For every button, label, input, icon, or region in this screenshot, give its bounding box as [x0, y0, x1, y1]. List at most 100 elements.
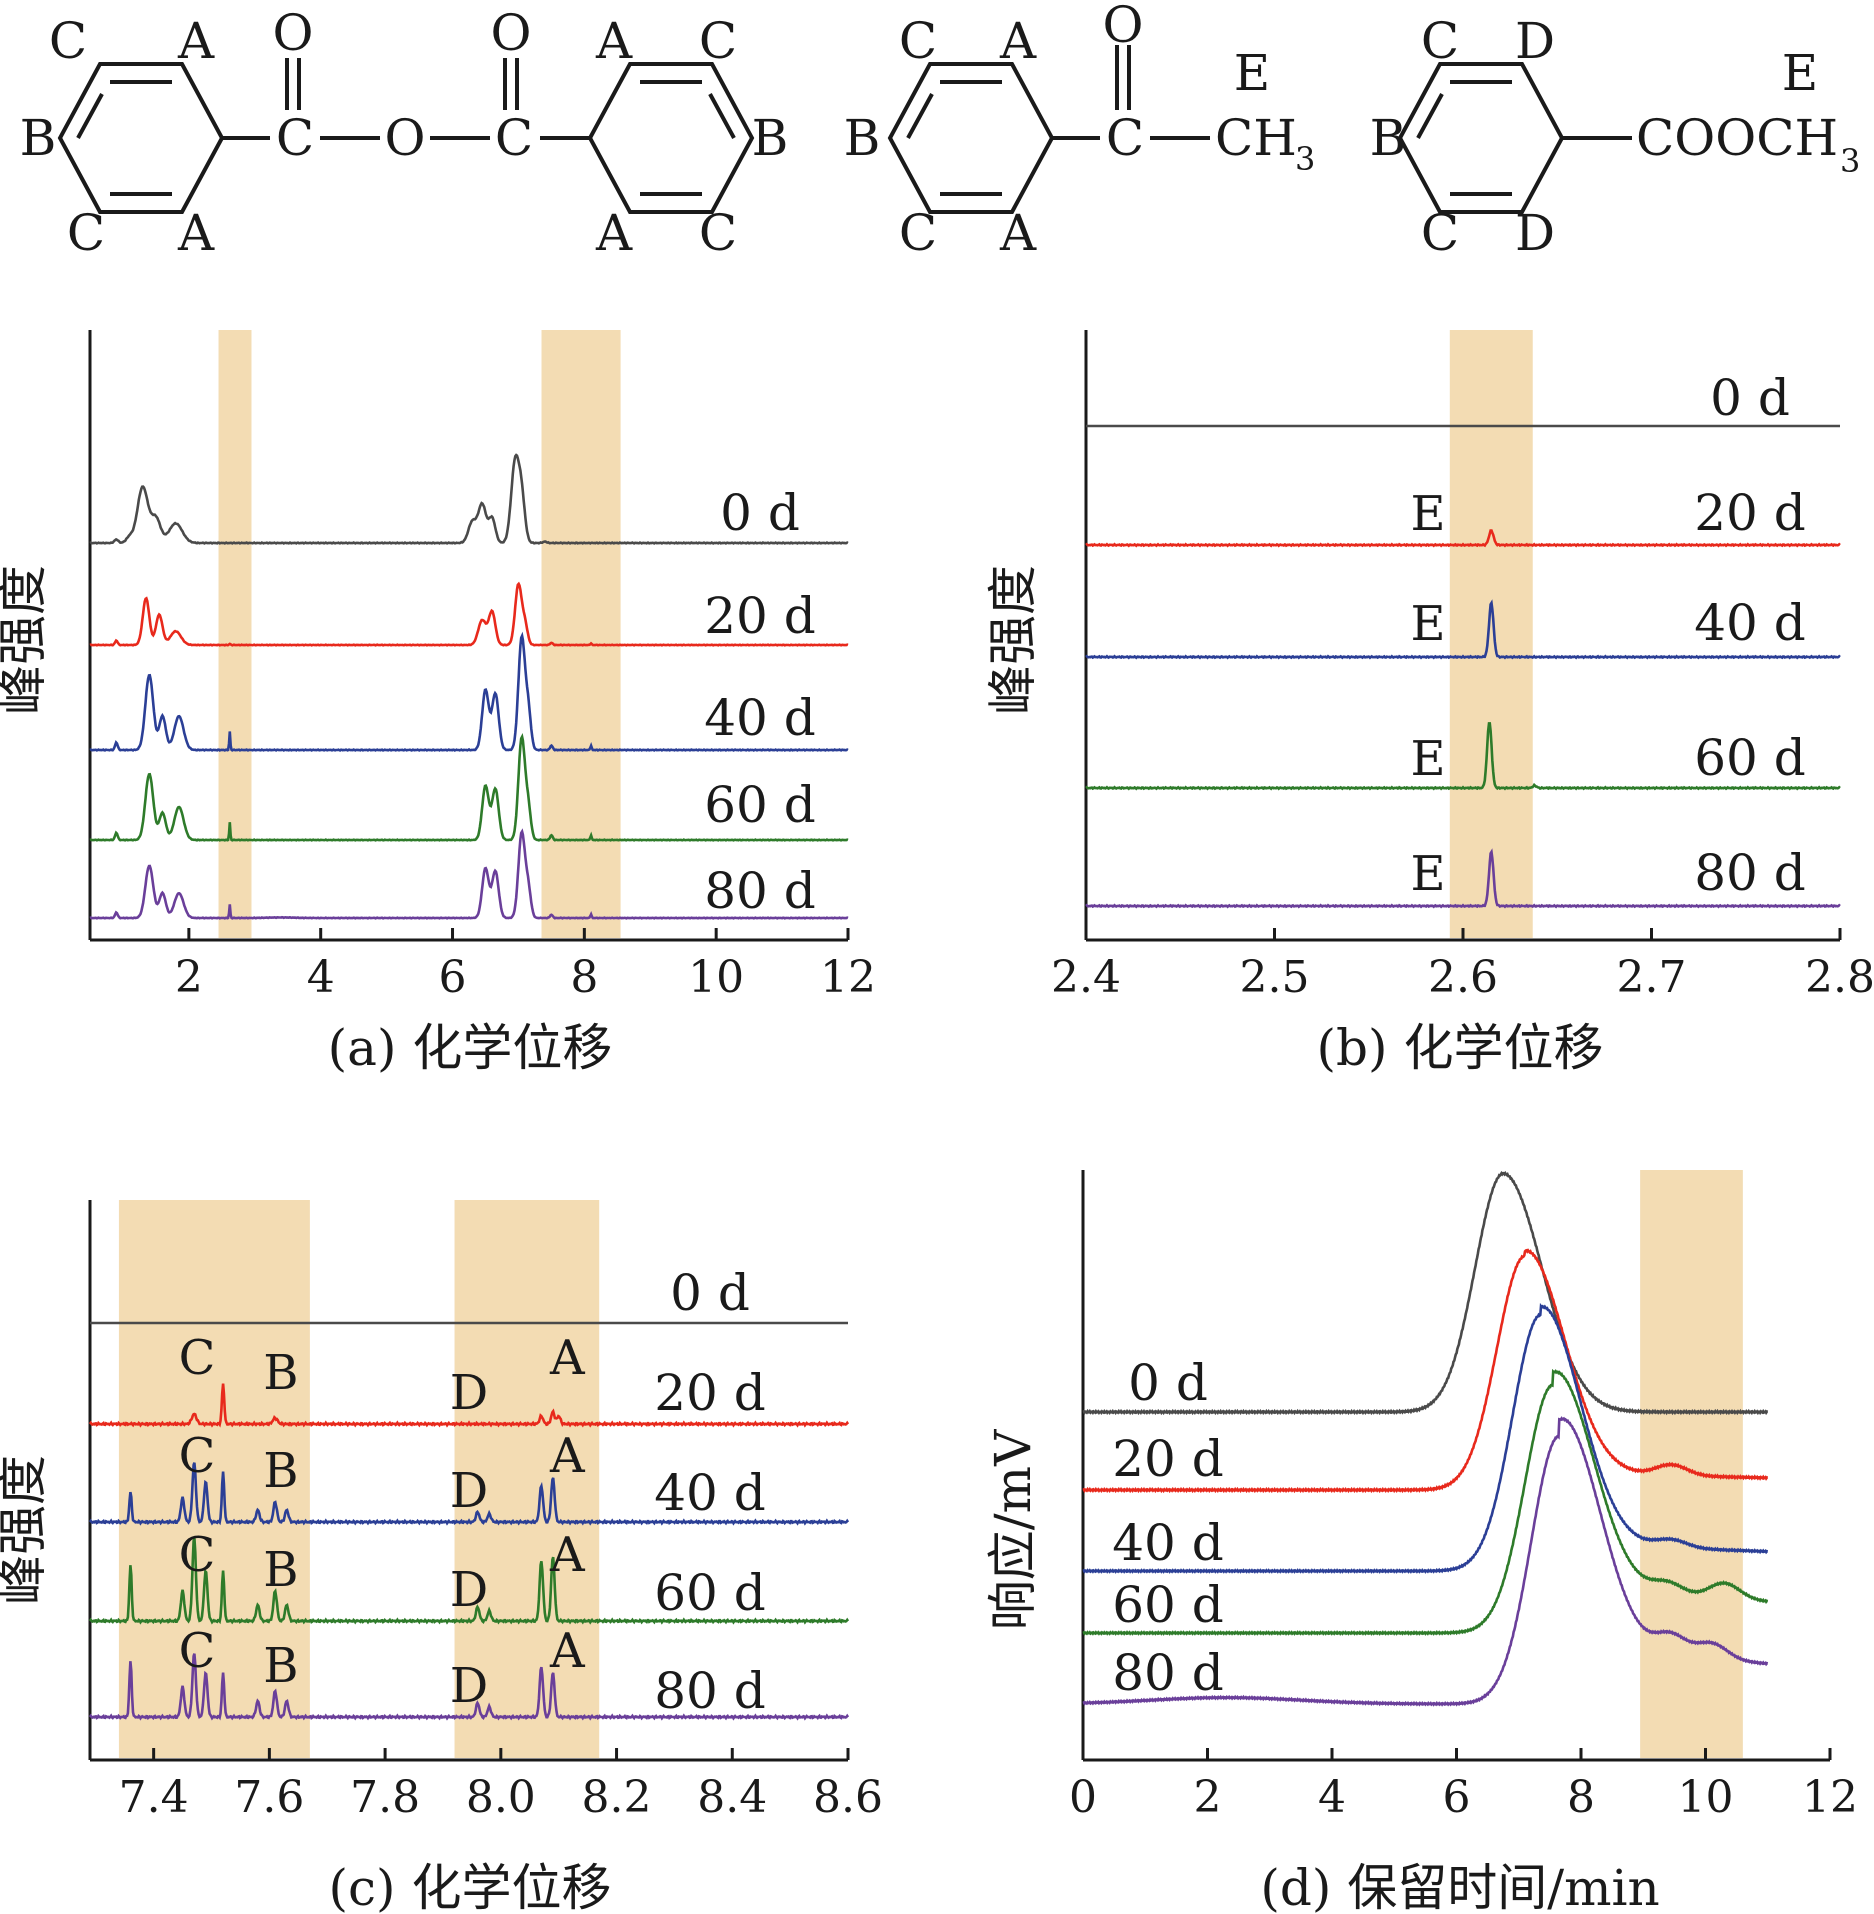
x-tick-label: 8.2 [582, 1772, 652, 1823]
series-line-1 [1085, 529, 1841, 548]
x-tick-label: 8 [1567, 1772, 1595, 1823]
peak-label: E [1410, 731, 1445, 787]
highlight-band [541, 330, 621, 938]
series-label: 80 d [654, 1662, 766, 1720]
series-label: 40 d [654, 1464, 766, 1522]
series-label: 0 d [720, 484, 800, 542]
peak-label: E [1410, 596, 1445, 652]
x-tick-label: 8.4 [697, 1772, 767, 1823]
x-axis-label: (b) 化学位移 [1317, 1019, 1604, 1077]
struct1-letter: B [20, 109, 57, 167]
series-label: 20 d [704, 587, 816, 645]
series-label: 80 d [1694, 844, 1806, 902]
struct1-letter: O [273, 4, 314, 62]
struct3-letter: C [1421, 204, 1459, 262]
y-axis-label: 响应/mV [984, 1429, 1042, 1630]
struct1-letter: C [49, 12, 87, 70]
series-label: 60 d [1694, 729, 1806, 787]
struct1-letter: A [595, 12, 633, 70]
struct3-letter: D [1515, 204, 1555, 262]
series-label: 0 d [1128, 1354, 1208, 1412]
highlight-band [1640, 1170, 1743, 1758]
chemical-structures [57, 45, 1632, 214]
x-tick-label: 6 [439, 952, 467, 1003]
peak-label: B [263, 1345, 298, 1401]
x-tick-label: 7.4 [119, 1772, 189, 1823]
peak-label: B [263, 1443, 298, 1499]
peak-label: E [1410, 486, 1445, 542]
struct2-letter: O [1103, 0, 1144, 54]
struct1-atom: C [495, 109, 533, 167]
peak-label: D [450, 1365, 488, 1421]
struct2-letter: C [899, 204, 937, 262]
series-label: 40 d [1694, 594, 1806, 652]
struct1-letter: A [177, 204, 215, 262]
struct2-letter: C [899, 12, 937, 70]
struct2-atom-subscript: 3 [1295, 140, 1315, 178]
x-axis-label: (c) 化学位移 [329, 1859, 612, 1914]
peak-label: A [549, 1623, 586, 1679]
struct1-atom: O [385, 109, 426, 167]
struct1-letter: C [67, 204, 105, 262]
series-label: 20 d [1112, 1430, 1224, 1488]
struct2-letter: B [844, 109, 881, 167]
peak-label: A [549, 1428, 586, 1484]
x-tick-label: 2.8 [1805, 952, 1874, 1003]
structure-1-left-ring [57, 62, 225, 214]
struct3-letter: C [1421, 12, 1459, 70]
x-tick-label: 2.4 [1051, 952, 1121, 1003]
peak-label: D [450, 1463, 488, 1519]
highlight-band [118, 1200, 310, 1758]
series-line-2 [1082, 1302, 1768, 1574]
series-label: 60 d [704, 776, 816, 834]
struct3-letter: B [1370, 109, 1407, 167]
series-line-1 [89, 581, 849, 647]
struct1-letter: A [177, 12, 215, 70]
series-label: 60 d [1112, 1576, 1224, 1634]
series-label: 80 d [1112, 1644, 1224, 1702]
series-line-2 [88, 1462, 850, 1526]
struct1-letter: C [699, 12, 737, 70]
x-axis-label: (a) 化学位移 [328, 1019, 613, 1077]
chart-panel-a: 2 4 6 8 10 12 (a) 化学位移 峰强度 0 d 20 d 40 d 60 d 80 d [0, 330, 876, 1077]
series-line-4 [88, 1653, 850, 1721]
x-tick-label: 7.6 [234, 1772, 304, 1823]
series-line-3 [1082, 1368, 1769, 1636]
x-tick-label: 8.0 [466, 1772, 536, 1823]
series-line-4 [1085, 848, 1841, 909]
peak-label: A [549, 1330, 586, 1386]
struct1-letter: O [491, 4, 532, 62]
chart-panel-c: 7.4 7.6 7.8 8.0 8.2 8.4 8.6 (c) 化学位移 峰强度 0 d 20 d C… [0, 1200, 883, 1914]
series-line-0 [1082, 1170, 1769, 1416]
x-tick-label: 12 [820, 952, 876, 1003]
x-tick-label: 2.5 [1240, 952, 1310, 1003]
highlight-band [454, 1200, 600, 1758]
x-tick-label: 6 [1443, 1772, 1471, 1823]
structure-2-ring [887, 62, 1055, 214]
series-line-1 [1082, 1248, 1769, 1494]
x-tick-label: 2 [1194, 1772, 1222, 1823]
x-tick-label: 10 [688, 952, 744, 1003]
x-tick-label: 4 [1318, 1772, 1346, 1823]
series-line-2 [89, 631, 849, 752]
series-label: 40 d [704, 689, 816, 747]
struct2-atom: C [1106, 109, 1144, 167]
peak-label: C [179, 1527, 216, 1583]
x-tick-label: 0 [1069, 1772, 1097, 1823]
series-label: 0 d [670, 1264, 750, 1322]
struct2-letter: E [1234, 44, 1271, 102]
series-label: 80 d [704, 862, 816, 920]
structure-3-ring [1397, 62, 1565, 214]
structure-1-right-ring [587, 62, 755, 214]
series-line-4 [1082, 1416, 1769, 1707]
struct3-letter: E [1782, 44, 1819, 102]
series-line-1 [88, 1383, 850, 1428]
series-line-0 [89, 453, 849, 545]
x-tick-label: 2.6 [1428, 952, 1498, 1003]
y-axis-label: 峰强度 [984, 565, 1042, 715]
peak-label: B [263, 1542, 298, 1598]
highlight-band [1449, 330, 1533, 938]
struct3-letter: D [1515, 12, 1555, 70]
peak-label: D [450, 1562, 488, 1618]
